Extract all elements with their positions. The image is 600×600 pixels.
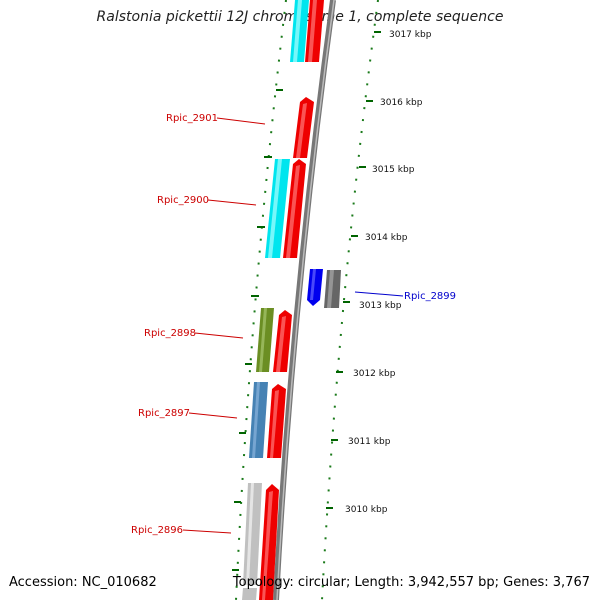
inner-ruler [235, 0, 287, 600]
kbp-label-3012: 3012 kbp [353, 369, 396, 379]
kbp-label-3013: 3013 kbp [359, 301, 402, 311]
inner-ticks [232, 89, 283, 571]
accession-text: Accession: NC_010682 [9, 575, 157, 590]
gene-label-rpic-2900[interactable]: Rpic_2900 [157, 195, 209, 206]
kbp-label-3010: 3010 kbp [345, 505, 388, 515]
chromosome-backbone [273, 0, 336, 600]
gene-label-rpic-2901[interactable]: Rpic_2901 [166, 113, 218, 124]
gene-label-rpic-2897[interactable]: Rpic_2897 [138, 408, 190, 419]
label-leaders [182, 117, 404, 534]
kbp-label-3011: 3011 kbp [348, 437, 391, 447]
kbp-label-3017: 3017 kbp [389, 30, 432, 40]
kbp-label-3016: 3016 kbp [380, 98, 423, 108]
gene-label-rpic-2896[interactable]: Rpic_2896 [131, 525, 183, 536]
gene-label-rpic-2899[interactable]: Rpic_2899 [404, 291, 456, 302]
topology-text: Topology: circular; Length: 3,942,557 bp… [232, 575, 590, 590]
kbp-label-3014: 3014 kbp [365, 233, 408, 243]
outer-ticks [326, 31, 381, 509]
kbp-label-3015: 3015 kbp [372, 165, 415, 175]
outer-ruler [321, 0, 379, 600]
gene-label-rpic-2898[interactable]: Rpic_2898 [144, 328, 196, 339]
